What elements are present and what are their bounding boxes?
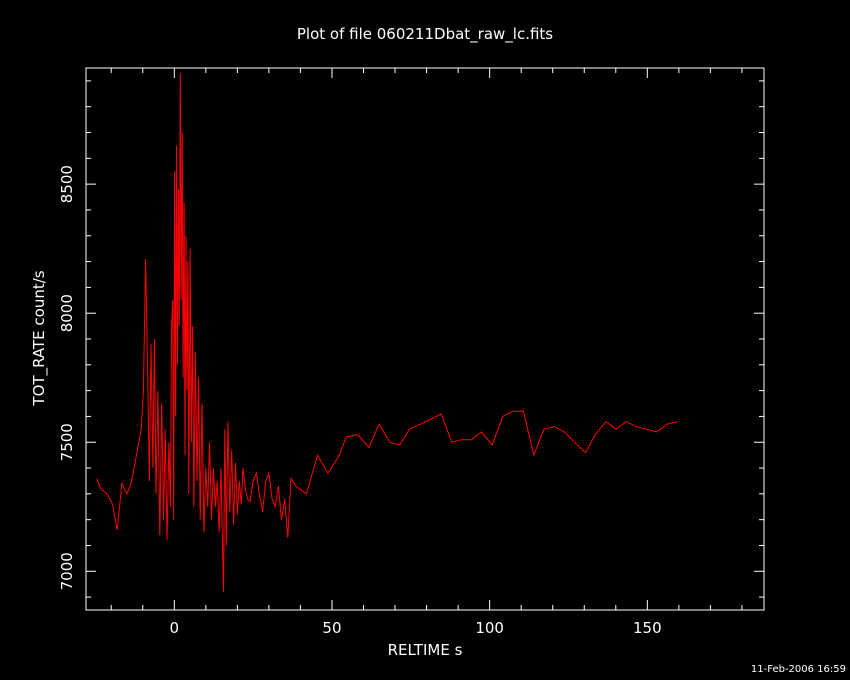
x-tick-labels: 0 50 100 150 [170, 619, 662, 637]
y-tick-labels: 7000 7500 8000 8500 [58, 165, 76, 590]
y-tick-label: 7500 [58, 423, 76, 461]
y-axis-label: TOT_RATE count/s [30, 270, 49, 406]
major-ticks [86, 68, 764, 610]
chart-title: Plot of file 060211Dbat_raw_lc.fits [297, 25, 553, 44]
x-tick-label: 150 [633, 619, 662, 637]
x-tick-label: 50 [322, 619, 341, 637]
minor-ticks [86, 68, 764, 610]
x-tick-label: 0 [170, 619, 180, 637]
y-tick-label: 8000 [58, 294, 76, 332]
x-tick-label: 100 [475, 619, 504, 637]
timestamp: 11-Feb-2006 16:59 [751, 664, 846, 675]
plot-area: 0 50 100 150 7000 7500 8000 8500 [58, 67, 765, 637]
y-tick-label: 7000 [58, 552, 76, 590]
series-layer [96, 73, 678, 592]
light-curve-line [96, 73, 678, 592]
y-tick-label: 8500 [58, 165, 76, 203]
x-axis-label: RELTIME s [388, 641, 463, 659]
